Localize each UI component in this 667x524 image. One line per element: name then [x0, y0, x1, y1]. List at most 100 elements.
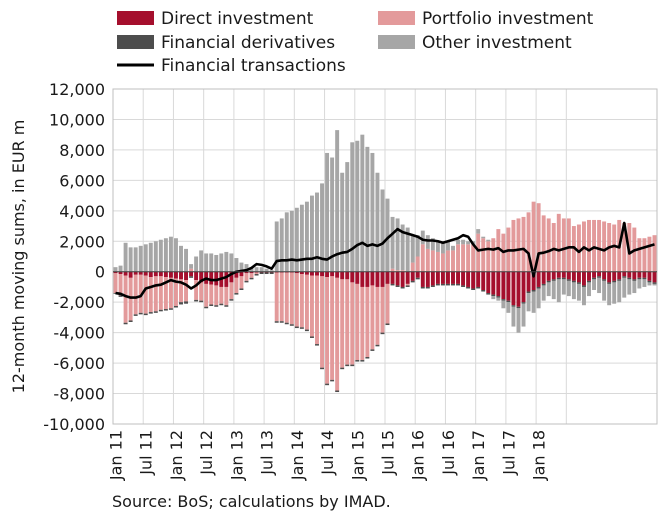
bar-other-investment-72	[476, 229, 481, 234]
bar-financial-derivatives-73	[481, 290, 486, 292]
legend-label-other-investment: Other investment	[422, 33, 572, 53]
bar-portfolio-investment-38	[304, 274, 309, 330]
bar-direct-investment-23	[229, 271, 234, 283]
bar-portfolio-investment-15	[189, 268, 194, 272]
bar-direct-investment-105	[642, 271, 647, 278]
bar-other-investment-69	[461, 239, 466, 245]
bar-financial-derivatives-82	[526, 291, 531, 294]
bar-other-investment-79	[511, 306, 516, 327]
bar-other-investment-21	[219, 253, 224, 272]
bar-other-investment-26	[244, 264, 249, 272]
bar-direct-investment-0	[113, 271, 118, 274]
bar-financial-derivatives-53	[380, 332, 385, 335]
y-tick-label: -6,000	[53, 354, 105, 373]
bar-other-investment-73	[481, 236, 486, 239]
bar-other-investment-20	[214, 254, 219, 272]
bar-financial-derivatives-66	[445, 283, 450, 286]
bar-direct-investment-4	[133, 271, 138, 275]
bar-portfolio-investment-65	[440, 253, 445, 272]
x-tick-label: Jan 18	[530, 430, 549, 481]
bar-other-investment-81	[521, 303, 526, 327]
bar-direct-investment-96	[597, 271, 602, 277]
bar-portfolio-investment-71	[471, 244, 476, 272]
bar-direct-investment-77	[501, 271, 506, 300]
bar-direct-investment-20	[214, 271, 219, 286]
y-tick-label: -2,000	[53, 293, 105, 312]
bar-direct-investment-90	[566, 271, 571, 280]
bar-direct-investment-14	[184, 271, 189, 281]
bar-portfolio-investment-35	[289, 272, 294, 325]
bar-portfolio-investment-41	[320, 276, 325, 368]
bar-direct-investment-93	[581, 271, 586, 286]
bar-other-investment-22	[224, 251, 229, 272]
bar-financial-derivatives-42	[325, 383, 330, 386]
bar-portfolio-investment-20	[214, 285, 219, 306]
bar-portfolio-investment-83	[531, 201, 536, 272]
bar-portfolio-investment-80	[516, 218, 521, 272]
bar-other-investment-100	[617, 280, 622, 303]
bar-portfolio-investment-34	[284, 272, 289, 323]
bar-other-investment-95	[592, 279, 597, 290]
bar-financial-derivatives-68	[456, 283, 461, 286]
bar-other-investment-42	[325, 152, 330, 272]
bar-other-investment-70	[466, 241, 471, 245]
bar-other-investment-84	[536, 288, 541, 309]
bar-financial-derivatives-46	[345, 364, 350, 367]
bar-financial-derivatives-19	[209, 304, 214, 306]
bar-direct-investment-8	[153, 271, 158, 277]
bar-portfolio-investment-104	[637, 238, 642, 272]
bar-portfolio-investment-44	[335, 277, 340, 391]
bar-portfolio-investment-22	[224, 286, 229, 306]
bar-financial-derivatives-67	[451, 283, 455, 286]
bar-direct-investment-60	[415, 271, 420, 278]
bar-other-investment-40	[315, 192, 319, 272]
bar-direct-investment-26	[244, 271, 249, 274]
legend-label-direct-investment: Direct investment	[161, 9, 314, 29]
bar-financial-derivatives-80	[516, 306, 521, 309]
x-tick-label: Jul 14	[318, 430, 337, 476]
line-series	[115, 221, 655, 299]
bar-direct-investment-80	[516, 271, 521, 307]
bar-direct-investment-107	[652, 271, 657, 283]
bar-portfolio-investment-75	[491, 238, 496, 272]
bar-direct-investment-41	[320, 271, 325, 277]
bar-other-investment-103	[632, 280, 637, 294]
bar-direct-investment-61	[420, 271, 425, 287]
bar-portfolio-investment-1	[118, 274, 123, 296]
bar-financial-derivatives-86	[546, 280, 551, 283]
bar-portfolio-investment-50	[365, 286, 370, 357]
bar-portfolio-investment-89	[561, 218, 566, 272]
bar-direct-investment-83	[531, 271, 536, 290]
bar-portfolio-investment-18	[204, 283, 209, 307]
bar-financial-derivatives-70	[466, 286, 471, 289]
bar-financial-derivatives-25	[239, 288, 244, 290]
bar-other-investment-17	[199, 250, 204, 272]
bar-portfolio-investment-21	[219, 286, 224, 304]
bar-financial-derivatives-11	[168, 308, 173, 310]
bar-financial-derivatives-98	[607, 282, 612, 284]
bar-direct-investment-15	[189, 271, 194, 277]
bar-direct-investment-92	[576, 271, 581, 283]
x-tick-label: Jan 16	[409, 430, 428, 481]
bar-portfolio-investment-70	[466, 244, 471, 272]
bar-other-investment-91	[571, 282, 576, 300]
y-tick-label: -4,000	[53, 324, 105, 343]
bar-financial-derivatives-50	[365, 357, 370, 359]
bar-portfolio-investment-26	[244, 273, 249, 281]
bar-financial-derivatives-28	[254, 274, 259, 276]
x-tick-label: Jul 16	[439, 430, 458, 476]
bar-portfolio-investment-9	[158, 276, 163, 310]
bar-financial-derivatives-62	[425, 286, 430, 289]
bar-financial-derivatives-39	[309, 336, 314, 338]
bar-portfolio-investment-73	[481, 238, 486, 272]
bar-other-investment-75	[491, 296, 496, 300]
bar-financial-derivatives-105	[642, 277, 647, 280]
bar-financial-derivatives-106	[647, 280, 652, 283]
bar-other-investment-67	[451, 245, 455, 251]
bar-portfolio-investment-87	[551, 223, 556, 272]
bar-portfolio-investment-0	[113, 273, 118, 294]
bar-financial-derivatives-78	[506, 300, 511, 303]
bar-financial-derivatives-103	[632, 279, 637, 281]
bar-portfolio-investment-25	[239, 276, 244, 289]
bar-direct-investment-1	[118, 271, 123, 275]
